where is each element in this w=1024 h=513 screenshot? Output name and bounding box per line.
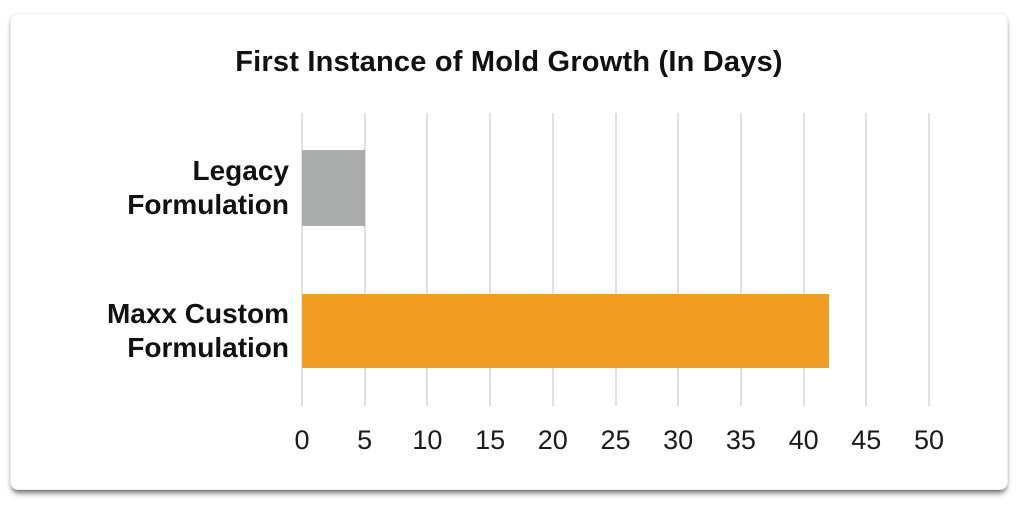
- gridline-5: [363, 113, 366, 406]
- category-axis: Legacy Formulation Maxx Custom Formulation: [11, 14, 289, 489]
- plot-area: [301, 113, 930, 406]
- x-tick-label-15: 15: [475, 425, 506, 455]
- x-tick-label-35: 35: [725, 425, 756, 455]
- x-tick-label-25: 25: [600, 425, 631, 455]
- x-tick-label-10: 10: [412, 425, 443, 455]
- x-tick-label-45: 45: [851, 425, 882, 455]
- gridline-25: [614, 113, 617, 406]
- x-tick-label-5: 5: [357, 425, 373, 455]
- category-label-line: Legacy: [192, 155, 290, 186]
- gridline-15: [489, 113, 492, 406]
- category-label-legacy-formulation: Legacy Formulation: [11, 154, 289, 222]
- x-tick-label-20: 20: [537, 425, 568, 455]
- x-axis: 0 5 10 15 20 25 30 35 40 45 50: [294, 425, 944, 461]
- gridline-40: [802, 113, 805, 406]
- gridline-0: [301, 113, 303, 406]
- bar-maxx-custom-formulation: [302, 294, 829, 368]
- x-tick-label-50: 50: [913, 425, 945, 455]
- x-tick-label-40: 40: [788, 425, 819, 455]
- category-label-maxx-custom-formulation: Maxx Custom Formulation: [11, 297, 289, 365]
- category-label-line: Maxx Custom: [106, 298, 289, 329]
- gridline-30: [677, 113, 680, 406]
- bar-legacy-formulation: [302, 150, 365, 226]
- category-label-line: Formulation: [127, 332, 289, 363]
- category-label-line: Formulation: [127, 189, 289, 220]
- chart-card: First Instance of Mold Growth (In Days) …: [10, 13, 1008, 490]
- gridline-10: [426, 113, 429, 406]
- gridline-45: [865, 113, 868, 406]
- gridline-20: [551, 113, 554, 406]
- x-tick-label-0: 0: [294, 425, 310, 455]
- gridline-35: [739, 113, 742, 406]
- chart-title: First Instance of Mold Growth (In Days): [235, 46, 783, 78]
- gridline-50: [928, 113, 930, 406]
- x-tick-label-30: 30: [663, 425, 694, 455]
